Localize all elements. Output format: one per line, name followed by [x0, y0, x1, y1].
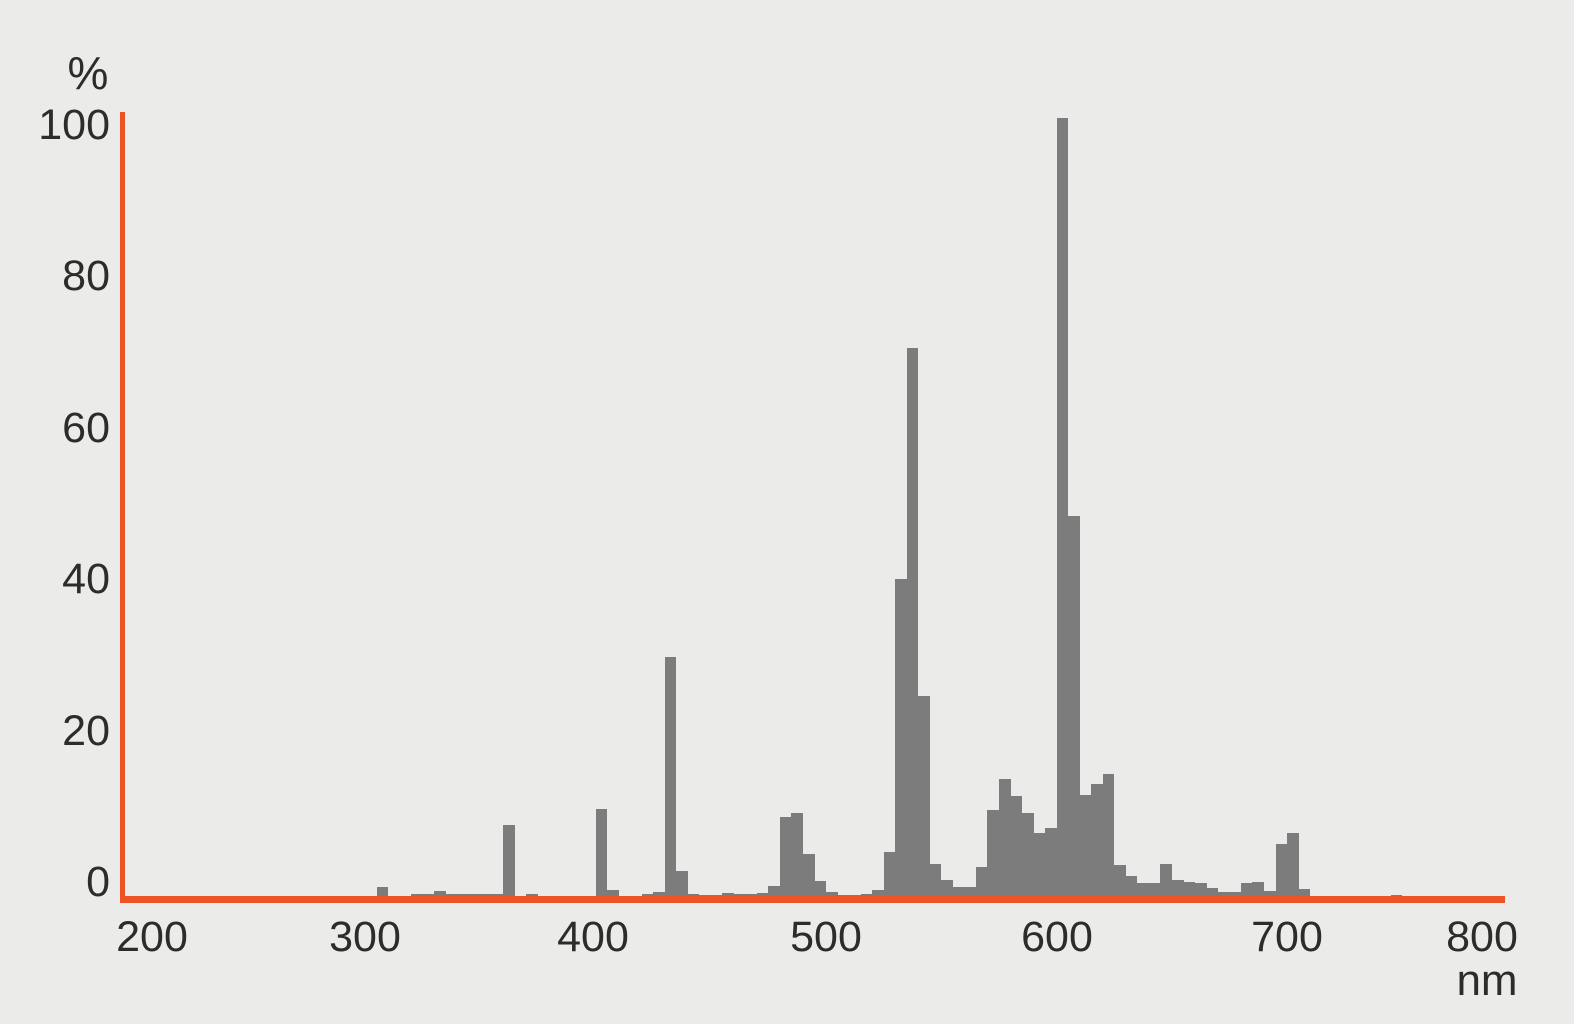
x-axis-line [120, 896, 1505, 903]
spectrum-bar-575nm [987, 810, 1000, 899]
spectrum-bar-695nm [1264, 891, 1276, 899]
spectrum-bar-705nm [1287, 832, 1299, 899]
spectrum-bar-680nm [1229, 892, 1242, 899]
spectrum-bar-335nm [434, 891, 446, 899]
spectrum-bar-710nm [1298, 888, 1311, 899]
spectrum-bar-685nm [1240, 882, 1253, 899]
spectrum-bar-550nm [929, 863, 942, 899]
y-axis-unit-label: % [67, 47, 109, 99]
spectrum-bar-585nm [1010, 795, 1023, 899]
spectrum-bar-405nm [595, 809, 608, 899]
spectrum-bar-660nm [1183, 881, 1196, 899]
spectrum-bar-640nm [1137, 883, 1149, 899]
spectrum-bar-565nm [964, 887, 977, 899]
x-tick-label-700: 700 [1251, 913, 1323, 961]
y-tick-label-20: 20 [62, 706, 110, 755]
spectrum-bar-490nm [791, 813, 804, 899]
spectrum-bar-310nm [376, 887, 389, 899]
spectrum-bar-525nm [872, 889, 884, 899]
y-tick-label-80: 80 [62, 252, 110, 300]
spectrum-bar-505nm [826, 892, 838, 899]
spectrum-bar-600nm [1045, 827, 1057, 899]
spectrum-bar-475nm [756, 892, 769, 899]
x-tick-label-200: 200 [116, 913, 188, 961]
spectrum-bar-500nm [814, 881, 827, 899]
y-axis-line [120, 112, 125, 903]
spectrum-bar-645nm [1148, 883, 1161, 899]
spectrum-bar-430nm [653, 892, 665, 899]
spectrum-bar-570nm [975, 867, 988, 899]
y-tick-label-100: 100 [38, 100, 110, 149]
spectrum-bar-700nm [1275, 843, 1288, 899]
x-tick-label-300: 300 [329, 913, 401, 961]
spectrum-bar-480nm [768, 885, 781, 899]
x-tick-label-400: 400 [557, 913, 629, 961]
spectrum-bar-595nm [1033, 832, 1046, 899]
x-tick-label-800: 800 [1446, 913, 1518, 961]
spectrum-bar-535nm [895, 578, 907, 899]
spectrum-bar-495nm [803, 853, 815, 899]
spectrum-bar-615nm [1079, 795, 1092, 899]
spectrum-bar-365nm [503, 824, 516, 899]
spectrum-bar-620nm [1091, 784, 1103, 899]
spectrum-bar-690nm [1252, 881, 1265, 899]
x-tick-label-600: 600 [1021, 913, 1093, 961]
spectrum-bar-555nm [941, 880, 954, 899]
x-axis-unit-label: nm [1456, 956, 1518, 1005]
spectrum-bar-440nm [676, 870, 688, 899]
spectrum-bar-665nm [1194, 883, 1207, 899]
spectrum-bar-530nm [883, 852, 896, 899]
spectrum-bar-625nm [1102, 774, 1115, 899]
spectrum-bar-650nm [1160, 863, 1172, 899]
spectrum-bar-580nm [998, 778, 1011, 899]
spectrum-bar-410nm [607, 890, 619, 899]
spectrum-bar-655nm [1171, 879, 1184, 899]
spectrum-bar-610nm [1068, 516, 1080, 899]
spectrum-bar-670nm [1206, 888, 1219, 899]
spectrum-bar-590nm [1021, 813, 1034, 899]
spectrum-bar-630nm [1114, 865, 1126, 899]
y-tick-label-60: 60 [62, 403, 110, 452]
spectrum-bar-485nm [779, 817, 792, 899]
spectrum-bar-540nm [906, 348, 919, 899]
spectrum-bar-560nm [952, 886, 965, 899]
spectrum-bar-675nm [1217, 892, 1230, 899]
spectrum-bar-460nm [722, 892, 735, 899]
spectrum-bar-435nm [664, 656, 677, 899]
y-tick-label-0: 0 [86, 858, 110, 906]
spectrum-bar-605nm [1056, 118, 1069, 899]
y-tick-label-40: 40 [62, 555, 110, 603]
x-tick-label-500: 500 [790, 913, 862, 961]
spectrum-bar-635nm [1125, 876, 1138, 899]
spectrum-bar-545nm [918, 695, 930, 899]
